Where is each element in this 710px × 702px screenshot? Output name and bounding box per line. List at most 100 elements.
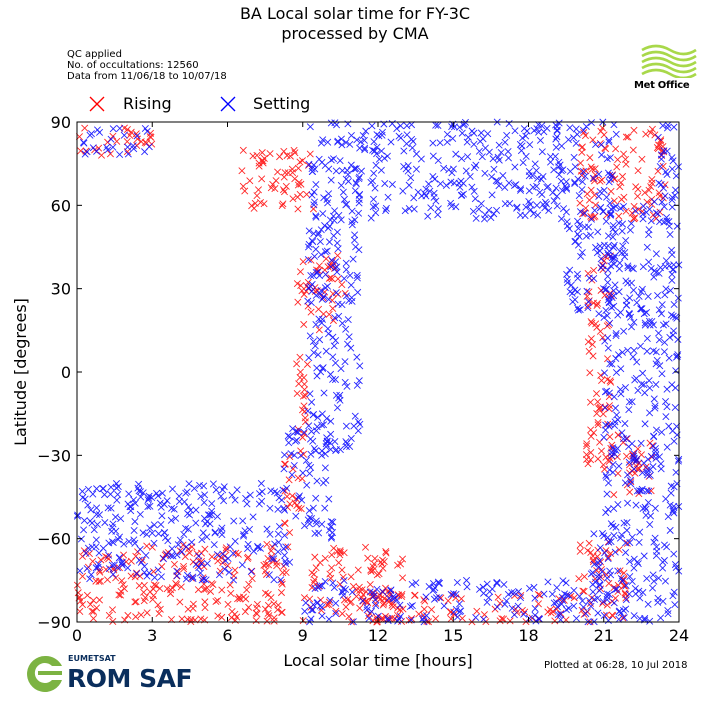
data-point-setting — [475, 147, 483, 155]
data-point-setting — [429, 580, 438, 588]
data-point-setting — [331, 207, 339, 215]
data-point-setting — [574, 274, 582, 282]
data-point-rising — [293, 360, 301, 368]
data-point-setting — [326, 216, 334, 224]
data-point-rising — [218, 586, 226, 594]
scatter-points — [73, 118, 683, 626]
data-point-setting — [630, 286, 638, 294]
data-point-setting — [522, 203, 530, 211]
data-point-setting — [322, 270, 330, 278]
data-point-rising — [593, 299, 602, 307]
data-point-setting — [516, 211, 524, 219]
data-point-setting — [671, 186, 680, 194]
data-point-setting — [266, 504, 274, 512]
data-point-setting — [666, 526, 674, 534]
data-point-setting — [312, 321, 320, 329]
data-point-setting — [665, 422, 673, 430]
data-point-rising — [156, 605, 164, 613]
data-point-setting — [408, 580, 416, 588]
data-point-setting — [86, 575, 94, 583]
data-point-rising — [244, 553, 252, 561]
data-point-setting — [636, 615, 644, 623]
data-point-setting — [137, 493, 145, 501]
data-point-setting — [604, 344, 612, 352]
data-point-rising — [473, 607, 481, 615]
data-point-setting — [608, 449, 616, 457]
data-point-setting — [540, 590, 548, 598]
data-point-rising — [180, 562, 188, 570]
data-point-setting — [197, 493, 205, 501]
data-point-rising — [294, 164, 302, 172]
data-point-setting — [622, 596, 630, 604]
data-point-setting — [557, 610, 565, 618]
data-point-setting — [621, 384, 629, 392]
data-point-rising — [586, 369, 594, 377]
data-point-setting — [574, 230, 582, 238]
data-point-setting — [136, 510, 144, 518]
data-point-rising — [648, 125, 656, 133]
x-tick-label: 15 — [443, 626, 463, 645]
data-point-setting — [421, 190, 429, 198]
data-point-setting — [668, 165, 676, 173]
data-point-rising — [633, 465, 641, 473]
data-point-setting — [442, 181, 450, 189]
data-point-rising — [208, 553, 216, 561]
data-point-rising — [226, 581, 234, 589]
data-point-rising — [76, 607, 84, 615]
data-point-setting — [82, 549, 90, 557]
data-point-setting — [286, 558, 294, 566]
data-point-setting — [500, 580, 508, 589]
data-point-setting — [663, 443, 671, 451]
data-point-setting — [346, 140, 354, 148]
data-point-rising — [105, 555, 113, 563]
data-point-setting — [600, 241, 608, 249]
data-point-rising — [399, 555, 407, 563]
data-point-setting — [628, 398, 636, 406]
data-point-setting — [528, 172, 536, 180]
data-point-setting — [332, 599, 340, 607]
data-point-setting — [603, 312, 611, 320]
data-point-rising — [605, 402, 613, 410]
data-point-rising — [317, 606, 325, 614]
data-point-rising — [89, 614, 97, 623]
data-point-setting — [255, 490, 264, 498]
data-point-setting — [356, 362, 364, 370]
data-point-setting — [130, 536, 138, 544]
data-point-rising — [506, 617, 514, 625]
data-point-setting — [612, 332, 620, 340]
data-point-setting — [274, 505, 282, 513]
data-point-setting — [615, 608, 623, 616]
data-point-setting — [131, 499, 139, 507]
data-point-setting — [639, 263, 647, 271]
data-point-setting — [143, 572, 151, 580]
data-point-rising — [147, 133, 155, 141]
data-point-setting — [101, 519, 109, 527]
data-point-setting — [130, 496, 138, 504]
data-point-setting — [130, 526, 138, 535]
data-point-setting — [624, 279, 632, 287]
data-point-setting — [642, 511, 650, 519]
legend — [89, 96, 236, 112]
data-point-setting — [336, 157, 344, 165]
data-point-setting — [347, 344, 355, 352]
data-point-setting — [508, 604, 516, 612]
data-point-rising — [96, 577, 104, 585]
data-point-setting — [570, 153, 578, 161]
data-point-setting — [581, 172, 589, 180]
y-tick-label: −90 — [37, 613, 71, 632]
data-point-rising — [631, 214, 639, 222]
data-point-setting — [600, 433, 608, 441]
data-point-rising — [367, 566, 375, 574]
data-point-rising — [596, 327, 604, 335]
data-point-rising — [605, 457, 613, 465]
data-point-setting — [83, 148, 91, 156]
data-point-setting — [656, 362, 664, 370]
data-point-setting — [646, 409, 654, 417]
data-point-setting — [353, 271, 361, 279]
data-point-setting — [79, 494, 87, 502]
x-tick-label: 21 — [594, 626, 614, 645]
data-point-setting — [640, 310, 648, 318]
data-point-setting — [342, 259, 350, 267]
data-point-rising — [315, 262, 323, 270]
data-point-setting — [621, 420, 629, 428]
